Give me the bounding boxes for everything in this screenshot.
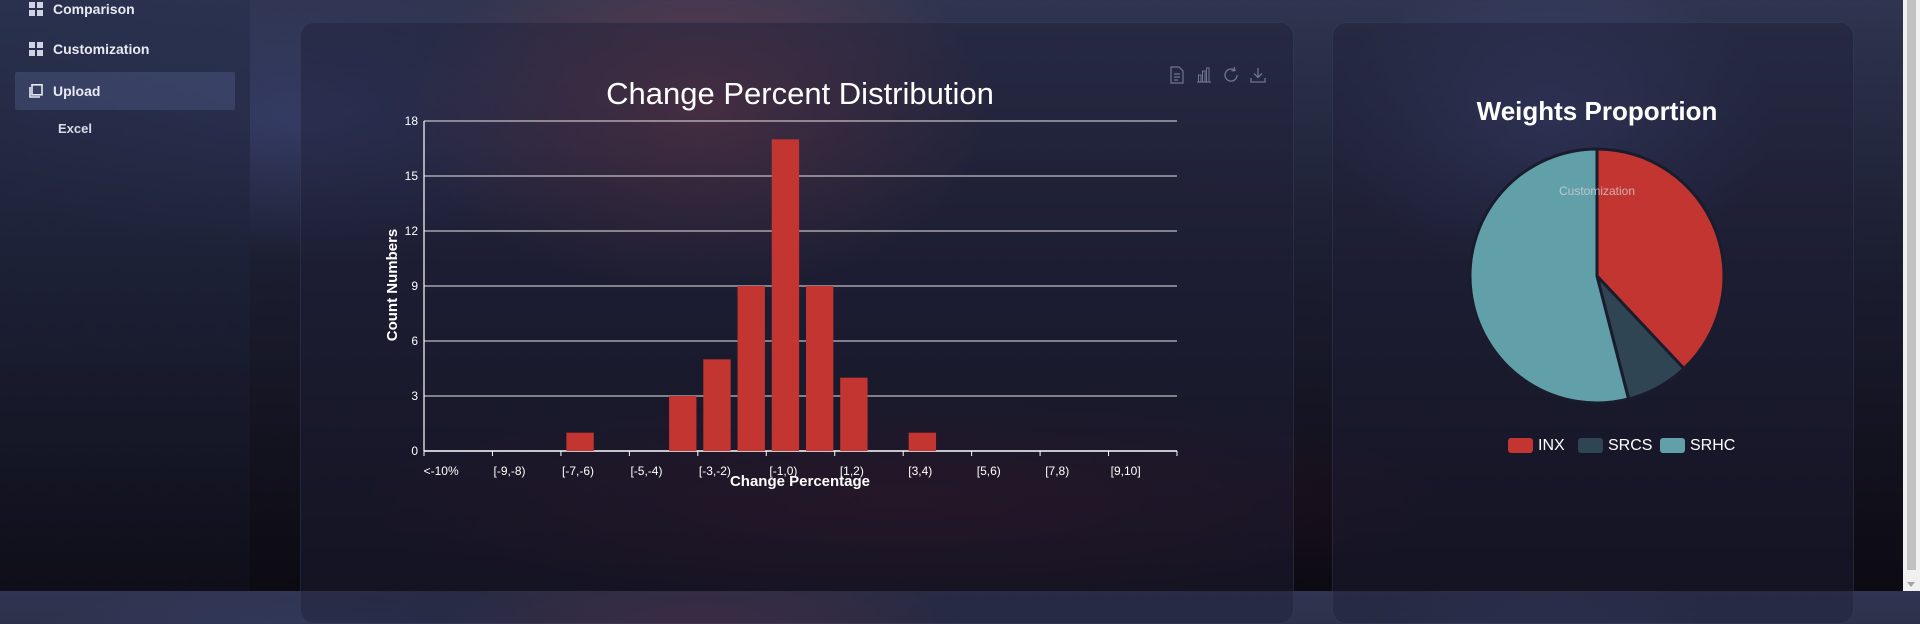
bar[interactable] — [737, 286, 765, 451]
x-tick-label: [-5,-4) — [630, 464, 662, 478]
y-tick-label: 18 — [405, 114, 419, 128]
sidebar-item-upload[interactable]: Upload — [15, 72, 235, 110]
bar-type-icon[interactable] — [1195, 66, 1213, 84]
bar[interactable] — [908, 432, 937, 451]
x-tick-label: [-1,0) — [769, 464, 797, 478]
x-tick-label: <-10% — [424, 464, 459, 478]
bar[interactable] — [566, 432, 594, 451]
x-tick-label: [5,6) — [977, 464, 1001, 478]
x-tick-label: [9,10] — [1111, 464, 1141, 478]
scroll-down-arrow-icon[interactable] — [1907, 582, 1915, 587]
vertical-scrollbar[interactable] — [1903, 0, 1920, 591]
bar[interactable] — [805, 286, 834, 451]
chart-toolbox — [1168, 66, 1267, 84]
x-tick-label: [-7,-6) — [562, 464, 594, 478]
sidebar-item-customization[interactable]: Customization — [15, 30, 235, 68]
legend-swatch[interactable] — [1660, 438, 1685, 453]
y-tick-label: 15 — [405, 169, 419, 183]
scrollbar-thumb[interactable] — [1907, 0, 1916, 570]
bar[interactable] — [669, 396, 697, 451]
y-axis-label: Count Numbers — [384, 229, 401, 342]
y-tick-label: 9 — [411, 279, 418, 293]
data-view-icon[interactable] — [1168, 66, 1186, 84]
pie-slice-inx[interactable] — [1595, 147, 1726, 371]
pie-chart-title: Weights Proportion — [1477, 96, 1718, 126]
x-tick-label: [-3,-2) — [699, 464, 731, 478]
legend-swatch[interactable] — [1508, 438, 1533, 453]
dashboard-icon — [29, 42, 43, 56]
sidebar-item-label: Customization — [53, 41, 150, 57]
restore-icon[interactable] — [1222, 66, 1240, 84]
y-tick-label: 6 — [411, 334, 418, 348]
bar[interactable] — [703, 359, 731, 451]
legend-swatch[interactable] — [1578, 438, 1603, 453]
legend-label[interactable]: SRCS — [1608, 437, 1652, 454]
x-tick-label: [1,2) — [840, 464, 864, 478]
x-tick-label: [-9,-8) — [494, 464, 526, 478]
y-tick-label: 3 — [411, 389, 418, 403]
sidebar-item-comparison[interactable]: Comparison — [15, 0, 235, 28]
sidebar-subitem-excel[interactable]: Excel — [58, 121, 92, 136]
bar-chart-title: Change Percent Distribution — [606, 76, 994, 111]
y-tick-label: 0 — [411, 444, 418, 458]
sidebar-item-label: Comparison — [53, 1, 135, 17]
save-image-icon[interactable] — [1249, 66, 1267, 84]
legend-label[interactable]: INX — [1538, 437, 1565, 454]
x-tick-label: [3,4) — [908, 464, 932, 478]
pie-slice-srhc[interactable] — [1468, 147, 1631, 405]
charts-canvas: Change Percent Distribution Change Perce… — [384, 76, 1735, 490]
copy-icon — [29, 84, 43, 98]
bar[interactable] — [771, 139, 800, 452]
x-axis-label: Change Percentage — [730, 473, 870, 490]
bar[interactable] — [840, 377, 868, 451]
x-tick-label: [7,8) — [1045, 464, 1069, 478]
y-tick-label: 12 — [405, 224, 419, 238]
sidebar: Comparison Customization Upload Excel — [0, 0, 250, 591]
dashboard-icon — [29, 2, 43, 16]
legend-label[interactable]: SRHC — [1690, 437, 1735, 454]
sidebar-item-label: Upload — [53, 83, 101, 99]
pie-overlay-text: Customization — [1559, 184, 1635, 198]
